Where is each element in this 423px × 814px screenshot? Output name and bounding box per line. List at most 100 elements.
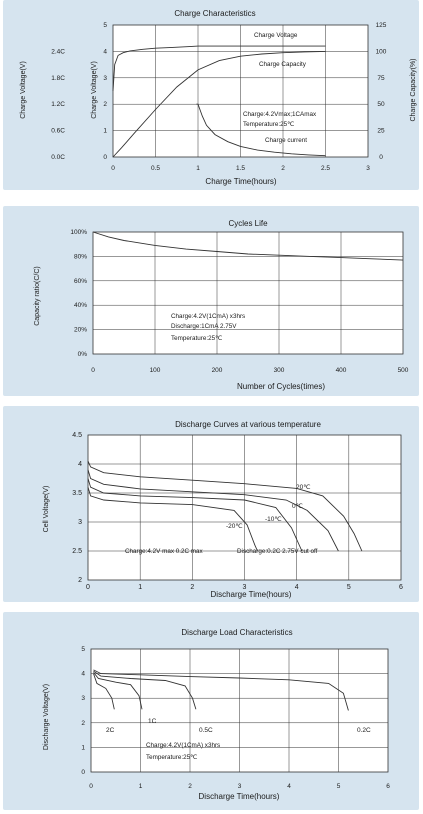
plot-area — [92, 231, 404, 355]
chart-title: Discharge Curves at various temperature — [175, 420, 321, 429]
chart-annotation: Charge current — [265, 137, 307, 144]
y-tick-label: 4 — [78, 461, 82, 468]
y-tick-label: 4 — [103, 48, 107, 55]
series-line-0- — [87, 469, 339, 552]
y-tick-label: 3.5 — [72, 490, 82, 497]
chart-annotation: Discharge:1CmA 2.75V — [171, 323, 237, 330]
series-line-charge-voltage — [112, 45, 326, 92]
x-tick-label: 1 — [139, 783, 143, 790]
chart-annotation: Temperature:25℃ — [146, 754, 197, 761]
charge-characteristics-panel: 0 0.5 1 1.5 2 2.5 3 0 1 2 3 4 5 0.0C 0.6C 1.2C 1.8C 2.4C 0… — [3, 0, 419, 190]
x-tick-label: 400 — [336, 367, 347, 374]
x-tick-label: 6 — [386, 783, 390, 790]
x-tick-label: 2 — [188, 783, 192, 790]
y-tick-label: 0% — [78, 351, 88, 358]
cycles-life-panel: 0 100 200 300 400 500 0% 20% 40% 60% 80% 100% Cycles… — [3, 206, 419, 396]
discharge-temperature-chart: 0 1 2 3 4 5 6 2 2.5 3 3.5 4 4.5 Discharge Curves at v… — [43, 420, 403, 599]
series-label: -10℃ — [265, 516, 282, 523]
y-tick-label: 0 — [81, 769, 85, 776]
series-line-20- — [87, 460, 363, 552]
x-tick-label: 5 — [347, 584, 351, 591]
y-tick-label: 3 — [78, 519, 82, 526]
chart-annotation: Charge:4.2V(1CmA) x3hrs — [146, 742, 220, 749]
x-tick-label: 0.5 — [151, 165, 160, 172]
x-tick-label: 5 — [337, 783, 341, 790]
x-axis-label: Discharge Time(hours) — [199, 792, 280, 801]
x-tick-label: 1.5 — [236, 165, 245, 172]
chart-title: Cycles Life — [228, 219, 268, 228]
y-tick-label: 100% — [70, 229, 87, 236]
series-line--10- — [87, 478, 303, 552]
x-tick-label: 2.5 — [321, 165, 330, 172]
series-line-charge-capacity — [112, 50, 326, 158]
y-tick-label-right: 100 — [376, 48, 387, 55]
y-axis-label-outer: Charge Voltage(V) — [20, 61, 27, 119]
series-label: 0.5C — [199, 727, 213, 734]
x-tick-label: 1 — [196, 165, 200, 172]
y-tick-label: 4.5 — [72, 432, 82, 439]
series-line-capacity — [92, 231, 404, 261]
x-tick-label: 500 — [398, 367, 409, 374]
y-tick-label: 5 — [103, 22, 107, 29]
x-tick-label: 0 — [111, 165, 115, 172]
chart-annotation: Charge Capacity — [259, 61, 307, 68]
x-tick-label: 4 — [287, 783, 291, 790]
series-label: -20℃ — [226, 523, 243, 530]
discharge-load-chart: 0 1 2 3 4 5 6 0 1 2 3 4 5 Discharge Load Characterist… — [43, 628, 390, 801]
x-axis-label: Charge Time(hours) — [205, 177, 276, 186]
chart-annotation: Charge:4.2V max 0.2C max — [125, 548, 204, 555]
y-tick-label: 4 — [81, 671, 85, 678]
x-tick-label: 1 — [138, 584, 142, 591]
series-line-1c — [93, 672, 143, 710]
y-tick-label: 20% — [74, 327, 87, 334]
series-label: 1C — [148, 718, 157, 725]
y-tick-label: 0 — [103, 154, 107, 161]
x-tick-label: 300 — [274, 367, 285, 374]
y-tick-label: 40% — [74, 302, 87, 309]
x-tick-label: 2 — [190, 584, 194, 591]
y-tick-label-outer: 0.6C — [51, 128, 65, 135]
y-axis-label: Capacity ratio(C/C) — [34, 266, 41, 326]
x-tick-label: 200 — [212, 367, 223, 374]
y-tick-label: 2 — [78, 577, 82, 584]
series-label: 2C — [106, 727, 115, 734]
y-tick-label-outer: 0.0C — [51, 154, 65, 161]
x-axis-label: Number of Cycles(times) — [237, 382, 325, 391]
y-tick-label: 3 — [81, 695, 85, 702]
chart-annotation: Discharge:0.2C 2.75V cut off — [237, 548, 318, 555]
y-tick-label: 1 — [81, 744, 85, 751]
y-tick-label: 2 — [103, 101, 107, 108]
x-tick-label: 6 — [399, 584, 403, 591]
y-tick-label: 3 — [103, 75, 107, 82]
y-axis-label: Discharge Voltage(V) — [43, 684, 50, 750]
y-tick-label-right: 50 — [377, 101, 385, 108]
chart-annotation: Temperature:25℃ — [171, 335, 222, 342]
chart-annotation: Charge:4.2Vmax;1CAmax — [243, 111, 317, 118]
y-axis-label-right: Charge Capacity(%) — [410, 58, 417, 121]
x-tick-label: 100 — [150, 367, 161, 374]
x-tick-label: 3 — [366, 165, 370, 172]
series-line-0-2c — [93, 669, 349, 711]
y-tick-label-outer: 2.4C — [51, 48, 65, 55]
series-line-0-5c — [93, 670, 197, 710]
y-axis-label: Cell Voltage(V) — [43, 486, 50, 533]
x-axis-label: Discharge Time(hours) — [211, 590, 292, 599]
y-tick-label: 5 — [81, 646, 85, 653]
x-tick-label: 0 — [89, 783, 93, 790]
series-line-charge-current — [196, 103, 326, 157]
y-tick-label-right: 25 — [377, 128, 385, 135]
x-tick-label: 3 — [243, 584, 247, 591]
x-tick-label: 0 — [86, 584, 90, 591]
series-line-2c — [93, 673, 115, 710]
y-tick-label: 1 — [103, 128, 107, 135]
y-tick-label-right: 75 — [377, 75, 385, 82]
charge-characteristics-chart: 0 0.5 1 1.5 2 2.5 3 0 1 2 3 4 5 0.0C 0.6C 1.2C 1.8C 2.4C 0… — [20, 9, 417, 186]
chart-title: Discharge Load Characteristics — [181, 628, 292, 637]
y-tick-label: 60% — [74, 278, 87, 285]
y-tick-label: 2 — [81, 720, 85, 727]
x-tick-label: 2 — [281, 165, 285, 172]
cycles-life-chart: 0 100 200 300 400 500 0% 20% 40% 60% 80% 100% Cycles… — [34, 219, 409, 391]
y-axis-label: Charge Voltage(V) — [91, 61, 98, 119]
y-tick-label-right: 0 — [379, 154, 383, 161]
series-label: 0℃ — [292, 503, 304, 510]
